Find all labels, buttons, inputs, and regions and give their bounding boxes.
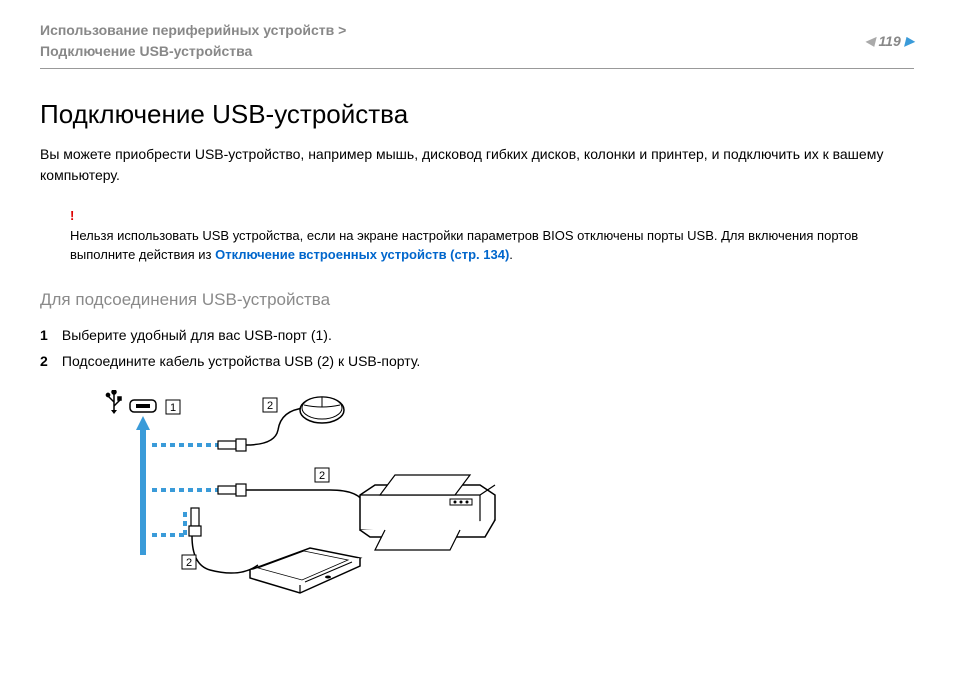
label-box-2b: 2 xyxy=(315,468,329,482)
svg-text:1: 1 xyxy=(170,402,176,414)
nav-next-icon[interactable]: ▶ xyxy=(905,34,914,48)
svg-text:2: 2 xyxy=(267,400,273,412)
label-box-1: 1 xyxy=(166,400,180,414)
step-text: Выберите удобный для вас USB-порт (1). xyxy=(62,327,332,343)
mouse-icon xyxy=(300,397,344,423)
breadcrumb-line1: Использование периферийных устройств > xyxy=(40,20,346,41)
step-item: 2 Подсоедините кабель устройства USB (2)… xyxy=(40,348,914,375)
intro-text: Вы можете приобрести USB-устройство, нап… xyxy=(40,144,914,186)
svg-text:2: 2 xyxy=(319,470,325,482)
step-item: 1 Выберите удобный для вас USB-порт (1). xyxy=(40,322,914,349)
step-number: 2 xyxy=(40,348,58,375)
printer-icon xyxy=(360,475,495,550)
page-number: 119 xyxy=(878,33,900,49)
usb-connector-icon xyxy=(218,439,246,451)
cable-mouse xyxy=(246,408,305,445)
steps-list: 1 Выберите удобный для вас USB-порт (1).… xyxy=(40,322,914,375)
step-number: 1 xyxy=(40,322,58,349)
connection-diagram: 1 xyxy=(100,390,914,605)
breadcrumb: Использование периферийных устройств > П… xyxy=(40,20,346,62)
warning-text-after: . xyxy=(509,247,513,262)
page-header: Использование периферийных устройств > П… xyxy=(40,20,914,69)
label-box-2c: 2 xyxy=(182,555,196,569)
svg-text:2: 2 xyxy=(186,557,192,569)
page-title: Подключение USB-устройства xyxy=(40,99,914,130)
nav-prev-icon[interactable]: ◀ xyxy=(865,34,874,48)
cable-printer xyxy=(246,490,365,505)
sub-title: Для подсоединения USB-устройства xyxy=(40,290,914,310)
label-box-2a: 2 xyxy=(263,398,277,412)
usb-symbol-icon xyxy=(106,390,121,414)
usb-arrow-icon xyxy=(136,416,150,555)
usb-connector-icon xyxy=(189,508,201,536)
warning-block: ! Нельзя использовать USB устройства, ес… xyxy=(70,206,914,265)
warning-link[interactable]: Отключение встроенных устройств (стр. 13… xyxy=(215,247,509,262)
breadcrumb-line2: Подключение USB-устройства xyxy=(40,41,346,62)
usb-port-icon xyxy=(130,400,156,412)
step-text: Подсоедините кабель устройства USB (2) к… xyxy=(62,353,420,369)
cable-floppy xyxy=(192,536,258,573)
page-nav: ◀ 119 ▶ xyxy=(865,33,914,49)
usb-connector-icon xyxy=(218,484,246,496)
floppy-drive-icon xyxy=(250,548,360,593)
warning-icon: ! xyxy=(70,208,74,223)
